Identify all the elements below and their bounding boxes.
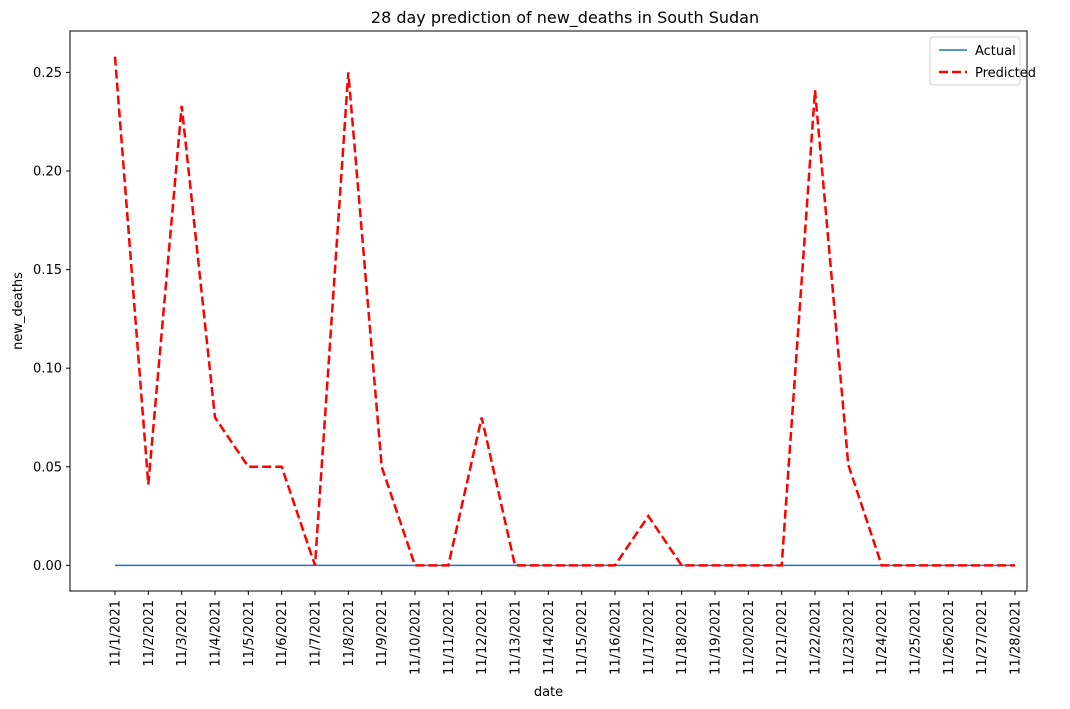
x-tick-label: 11/23/2021 [842,600,857,675]
x-tick-label: 11/13/2021 [509,600,524,675]
x-tick-label: 11/2/2021 [142,600,157,667]
y-tick-label: 0.10 [33,362,62,377]
legend-label-actual: Actual [975,44,1016,59]
series-line-predicted [113,56,1015,567]
x-tick-label: 11/1/2021 [109,600,124,667]
x-tick-label: 11/14/2021 [542,600,557,675]
x-tick-label: 11/20/2021 [742,600,757,675]
x-tick-label: 11/4/2021 [209,600,224,667]
legend: Actual Predicted [929,36,1036,86]
x-tick-label: 11/28/2021 [1009,600,1024,675]
x-tick-label: 11/3/2021 [175,600,190,667]
y-tick-label: 0.00 [33,559,62,574]
x-tick-label: 11/27/2021 [975,600,990,675]
x-axis-title: date [534,685,563,700]
y-tick-label: 0.15 [33,263,62,278]
x-tick-label: 11/9/2021 [375,600,390,667]
x-tick-label: 11/11/2021 [442,600,457,675]
y-tick-label: 0.25 [33,66,62,81]
x-tick-label: 11/12/2021 [475,600,490,675]
x-tick-label: 11/7/2021 [309,600,324,667]
y-axis: 0.00 0.05 0.10 0.15 0.20 0.25 [33,66,70,574]
x-tick-label: 11/16/2021 [609,600,624,675]
x-tick-label: 11/17/2021 [642,600,657,675]
x-tick-label: 11/10/2021 [409,600,424,675]
x-tick-label: 11/22/2021 [809,600,824,675]
x-tick-label: 11/15/2021 [575,600,590,675]
x-tick-label: 11/8/2021 [342,600,357,667]
x-tick-label: 11/19/2021 [709,600,724,675]
x-tick-label: 11/25/2021 [909,600,924,675]
y-tick-label: 0.20 [33,165,62,180]
legend-label-predicted: Predicted [975,66,1036,81]
plot-area [113,56,1015,567]
y-axis-title: new_deaths [11,272,26,350]
x-axis: 11/1/2021 11/2/2021 11/3/2021 11/4/2021 11/5… [109,591,1024,675]
chart-title: 28 day prediction of new_deaths in South… [371,8,759,28]
x-tick-label: 11/24/2021 [875,600,890,675]
y-tick-label: 0.05 [33,460,62,475]
x-tick-label: 11/5/2021 [242,600,257,667]
x-tick-label: 11/21/2021 [775,600,790,675]
x-tick-label: 11/6/2021 [275,600,290,667]
x-tick-label: 11/18/2021 [675,600,690,675]
plot-frame [69,30,1028,592]
x-tick-label: 11/26/2021 [942,600,957,675]
